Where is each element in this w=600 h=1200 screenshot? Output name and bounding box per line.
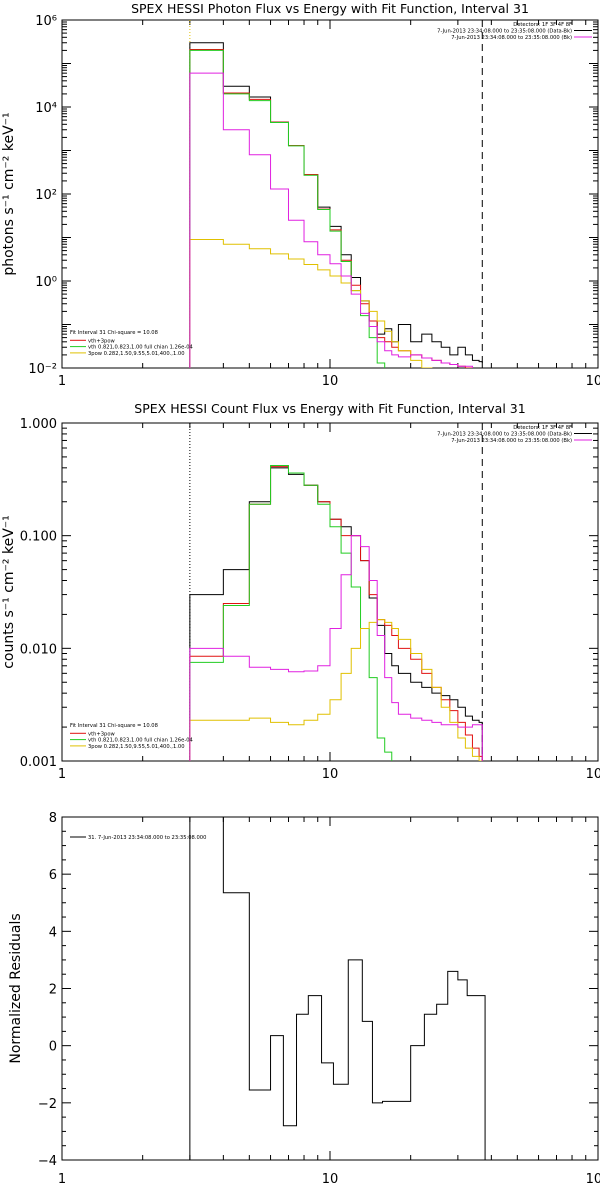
x-tick-label: 10 [322, 767, 339, 782]
y-tick-label: 6 [49, 868, 57, 883]
series-total [189, 467, 483, 761]
legend-right-entry: 7-Jun-2013 23:34:08.000 to 23:35:08.000 … [437, 29, 572, 35]
y-tick-label: 0.001 [20, 755, 57, 770]
y-tick-label: 0.100 [20, 530, 57, 545]
x-tick-label: 100 [586, 1172, 600, 1187]
legend-right-entry: Detectors: 1F 3F 4F 8F [513, 22, 572, 28]
y-axis-label: photons s⁻¹ cm⁻² keV⁻¹ [1, 112, 17, 275]
legend-left-entry: Fit Interval 31 Chi-square = 10.08 [70, 330, 158, 336]
residuals-chart: Normalized Residuals 1 10 100 −4 −2 0 2 4 6 8 31. 7… [8, 811, 600, 1187]
legend-left-entry: 3pow 0.282,1.50,9.55,5.01,400.,1.00 [88, 351, 185, 357]
y-tick-label: −4 [38, 1154, 57, 1169]
series-vth-3pow [189, 466, 483, 761]
plot-area [189, 464, 483, 761]
y-tick-label: 2 [49, 983, 57, 998]
chart-title: SPEX HESSI Photon Flux vs Energy with Fi… [131, 1, 529, 16]
y-tick-label: 10⁶ [35, 14, 57, 29]
chart-title: SPEX HESSI Count Flux vs Energy with Fit… [134, 401, 525, 416]
legend-left-entry: 3pow 0.282,1.50,9.55,5.01,400.,1.00 [88, 744, 185, 750]
y-tick-label: 10² [35, 188, 57, 203]
series-total [189, 42, 483, 368]
x-tick-label: 1 [58, 1172, 66, 1187]
series-bk [189, 535, 483, 761]
legend-left-entry: vth 0.821,0.823,1.00 full chian 1.26e-04 [88, 738, 193, 744]
series-vth [189, 49, 386, 368]
plot-area [189, 42, 483, 368]
legend-left-entry: Fit Interval 31 Chi-square = 10.08 [70, 723, 158, 729]
legend-right-entry: Detectors: 1F 3F 4F 8F [513, 425, 572, 431]
y-axis-label: Normalized Residuals [8, 913, 24, 1063]
legend-left-entry: vth+3pow [88, 731, 116, 737]
y-axis-label: counts s⁻¹ cm⁻² keV⁻¹ [1, 515, 17, 669]
y-tick-label: 10⁻² [28, 362, 57, 377]
photon-flux-chart: SPEX HESSI Photon Flux vs Energy with Fi… [1, 1, 600, 389]
series-bk [189, 72, 473, 368]
y-tick-label: 0 [49, 1040, 57, 1055]
legend-left-entry: vth 0.821,0.823,1.00 full chian 1.26e-04 [88, 345, 193, 351]
y-tick-label: 10⁴ [35, 101, 57, 116]
y-tick-label: 10⁰ [35, 275, 57, 290]
legend-left-entry: 31. 7-Jun-2013 23:34:08.000 to 23:35:08.… [88, 835, 206, 841]
series-vth [189, 464, 393, 761]
legend-right-entry: 7-Jun-2013 23:34:08.000 to 23:35:08.000 … [437, 432, 572, 438]
series-residuals [189, 817, 486, 1160]
count-flux-chart: SPEX HESSI Count Flux vs Energy with Fit… [1, 401, 600, 782]
legend-right-entry: 7-Jun-2013 23:34:08.000 to 23:35:08.000 … [451, 35, 572, 41]
legend-left-entry: vth+3pow [88, 338, 116, 344]
series-3pow [189, 619, 483, 761]
x-tick-label: 10 [322, 374, 339, 389]
series-3pow [189, 238, 433, 368]
plot-area [189, 817, 486, 1160]
x-tick-label: 1 [58, 767, 66, 782]
x-tick-label: 100 [586, 767, 600, 782]
x-tick-label: 1 [58, 374, 66, 389]
y-tick-label: 8 [49, 811, 57, 826]
x-tick-label: 100 [586, 374, 600, 389]
series-vth-3pow [189, 48, 473, 368]
plot-frame [61, 19, 599, 369]
y-tick-label: 4 [49, 925, 57, 940]
y-tick-label: 1.000 [20, 417, 57, 432]
legend-right-entry: 7-Jun-2013 23:34:08.000 to 23:35:08.000 … [451, 438, 572, 444]
x-tick-label: 10 [322, 1172, 339, 1187]
plot-frame [61, 816, 599, 1161]
y-tick-label: 0.010 [20, 642, 57, 657]
y-tick-label: −2 [38, 1097, 57, 1112]
